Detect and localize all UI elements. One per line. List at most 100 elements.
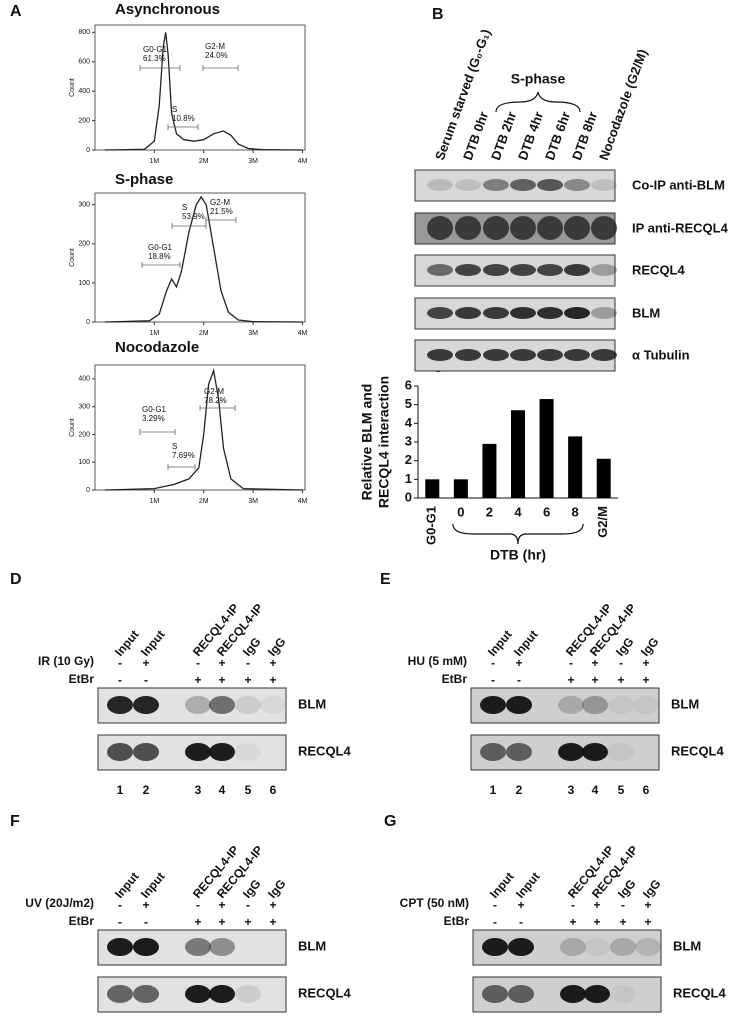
band	[185, 696, 211, 714]
column-label: IgG	[613, 635, 637, 659]
treatment-sign: +	[517, 898, 524, 912]
blot-label: α Tubulin	[632, 347, 690, 362]
x-tick-label: 2M	[199, 330, 209, 337]
x-tick-label: 2M	[199, 158, 209, 165]
bar	[511, 410, 525, 498]
band	[209, 985, 235, 1003]
etbr-sign: +	[269, 673, 276, 687]
gate-name: G0-G1	[142, 405, 167, 414]
etbr-sign: +	[619, 915, 626, 929]
lane-number: 6	[270, 783, 277, 797]
treatment-sign: -	[569, 656, 573, 670]
band	[480, 743, 506, 761]
band	[427, 179, 453, 191]
gate-percent: 24.0%	[205, 51, 228, 60]
band	[483, 216, 509, 240]
band	[455, 179, 481, 191]
treatment-sign: +	[593, 898, 600, 912]
treatment-label: IR (10 Gy)	[38, 654, 94, 668]
band	[508, 938, 534, 956]
etbr-sign: -	[144, 915, 148, 929]
gate-name: S	[172, 442, 177, 451]
lane-label: DTB 8hr	[569, 110, 600, 163]
x-tick-label: 3M	[248, 498, 258, 505]
treatment-sign: +	[142, 898, 149, 912]
treatment-sign: +	[269, 656, 276, 670]
band	[260, 696, 286, 714]
etbr-sign: -	[118, 673, 122, 687]
treatment-sign: +	[218, 656, 225, 670]
column-label: IgG	[240, 877, 264, 901]
band	[608, 743, 634, 761]
x-tick-label: 3M	[248, 330, 258, 337]
treatment-sign: +	[642, 656, 649, 670]
band	[564, 179, 590, 191]
histogram-title: S-phase	[115, 171, 173, 188]
group-label: S-phase	[511, 71, 566, 87]
etbr-label: EtBr	[69, 672, 95, 686]
gate-percent: 7.69%	[172, 451, 195, 460]
band	[107, 743, 133, 761]
column-label: IgG	[615, 877, 639, 901]
x-tick-label: G2/M	[595, 506, 610, 538]
group-brace	[495, 91, 581, 113]
lane-number: 3	[195, 783, 202, 797]
band	[564, 307, 590, 319]
lane-label: Nocodazole (G2/M)	[596, 47, 650, 162]
column-label: Input	[485, 628, 515, 659]
band	[510, 216, 536, 240]
band	[482, 985, 508, 1003]
band	[235, 985, 261, 1003]
gate-percent: 10.8%	[172, 114, 195, 123]
band	[510, 264, 536, 276]
treatment-sign: -	[246, 656, 250, 670]
plot-frame	[94, 192, 306, 323]
column-label: Input	[112, 870, 142, 901]
band	[537, 179, 563, 191]
band	[633, 696, 659, 714]
etbr-sign: +	[642, 673, 649, 687]
x-tick-label: 4M	[298, 498, 308, 505]
y-tick-label: 0	[86, 319, 90, 326]
band	[510, 307, 536, 319]
panel-label: G	[384, 813, 396, 830]
treatment-sign: -	[196, 656, 200, 670]
lane-number: 1	[490, 783, 497, 797]
bar	[596, 458, 611, 498]
y-tick-label: 200	[78, 431, 90, 438]
band	[584, 985, 610, 1003]
band	[483, 307, 509, 319]
x-tick-label: 1M	[149, 158, 159, 165]
x-tick-label: G0-G1	[424, 506, 439, 545]
x-tick-label: 8	[572, 504, 579, 519]
y-axis-label: Count	[69, 78, 76, 97]
y-tick-label: 100	[78, 459, 90, 466]
x-tick-label: 4M	[298, 330, 308, 337]
lane-number: 1	[117, 783, 124, 797]
blot-label: BLM	[673, 938, 701, 953]
y-tick-label: 200	[78, 117, 90, 124]
band	[537, 264, 563, 276]
column-label: Input	[112, 628, 142, 659]
lane-label: DTB 2hr	[488, 110, 519, 163]
treatment-label: UV (20J/m2)	[25, 896, 94, 910]
y-axis-label: Relative BLM and	[359, 384, 375, 501]
y-tick-label: 600	[78, 59, 90, 66]
y-tick-label: 800	[78, 29, 90, 36]
blot-label: BLM	[298, 696, 326, 711]
x-tick-label: 2M	[199, 498, 209, 505]
band	[610, 938, 636, 956]
y-tick-label: 3	[405, 433, 412, 448]
treatment-sign: -	[118, 656, 122, 670]
histogram-curve	[104, 32, 303, 151]
x-tick-label: 4M	[298, 158, 308, 165]
etbr-sign: +	[218, 915, 225, 929]
band	[480, 696, 506, 714]
band	[560, 938, 586, 956]
panel-label: B	[432, 6, 444, 23]
lane-number: 5	[618, 783, 625, 797]
y-tick-label: 0	[405, 489, 412, 504]
band	[133, 985, 159, 1003]
x-tick-label: 0	[457, 504, 464, 519]
